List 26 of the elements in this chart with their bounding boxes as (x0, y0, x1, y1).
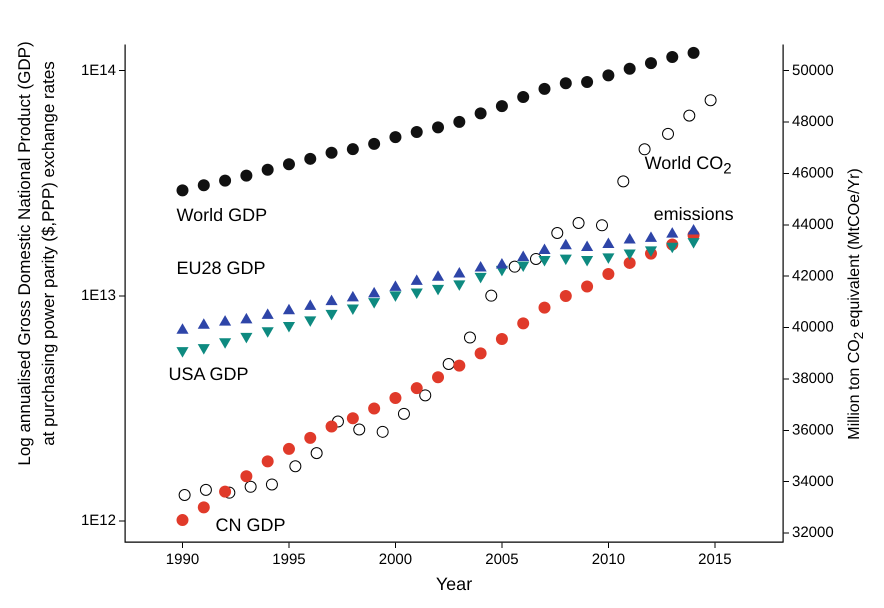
y2-tick-label: 44000 (792, 216, 834, 233)
series-label: World GDP (176, 204, 268, 228)
y2-tick-label: 38000 (792, 370, 834, 388)
series-label: CN GDP (215, 514, 286, 538)
x-tick-label: 1990 (166, 551, 200, 568)
x-tick-label: 2005 (485, 551, 519, 568)
y-tick-label: 1E14 (80, 62, 116, 79)
y2-tick-label: 42000 (792, 267, 834, 284)
y-axis-title: Log annualised Gross Domestic National Product (GDP) at purchasing power parity ($,PPP) exchange rates (15, 41, 58, 466)
y2-tick-label: 46000 (792, 164, 834, 182)
series-label: EU28 GDP (176, 257, 266, 280)
y-tick-label: 1E13 (80, 286, 116, 304)
x-tick-label: 2010 (592, 551, 626, 568)
y2-tick-label: 32000 (792, 524, 834, 542)
y2-tick-label: 36000 (792, 421, 834, 438)
text: World CO$_{2}$ emissions (644, 153, 734, 224)
x-tick-label: 1995 (272, 551, 306, 568)
x-tick-label: 2000 (378, 551, 412, 568)
y2-tick-label: 34000 (792, 472, 834, 490)
x-tick-label: 2015 (698, 551, 732, 568)
y-tick-label: 1E12 (80, 512, 116, 530)
series-label: USA GDP (168, 362, 249, 386)
x-axis-title: Year (436, 574, 472, 594)
y2-tick-label: 48000 (792, 113, 834, 130)
y2-tick-label: 40000 (792, 318, 834, 336)
y2-tick-label: 50000 (792, 62, 834, 79)
